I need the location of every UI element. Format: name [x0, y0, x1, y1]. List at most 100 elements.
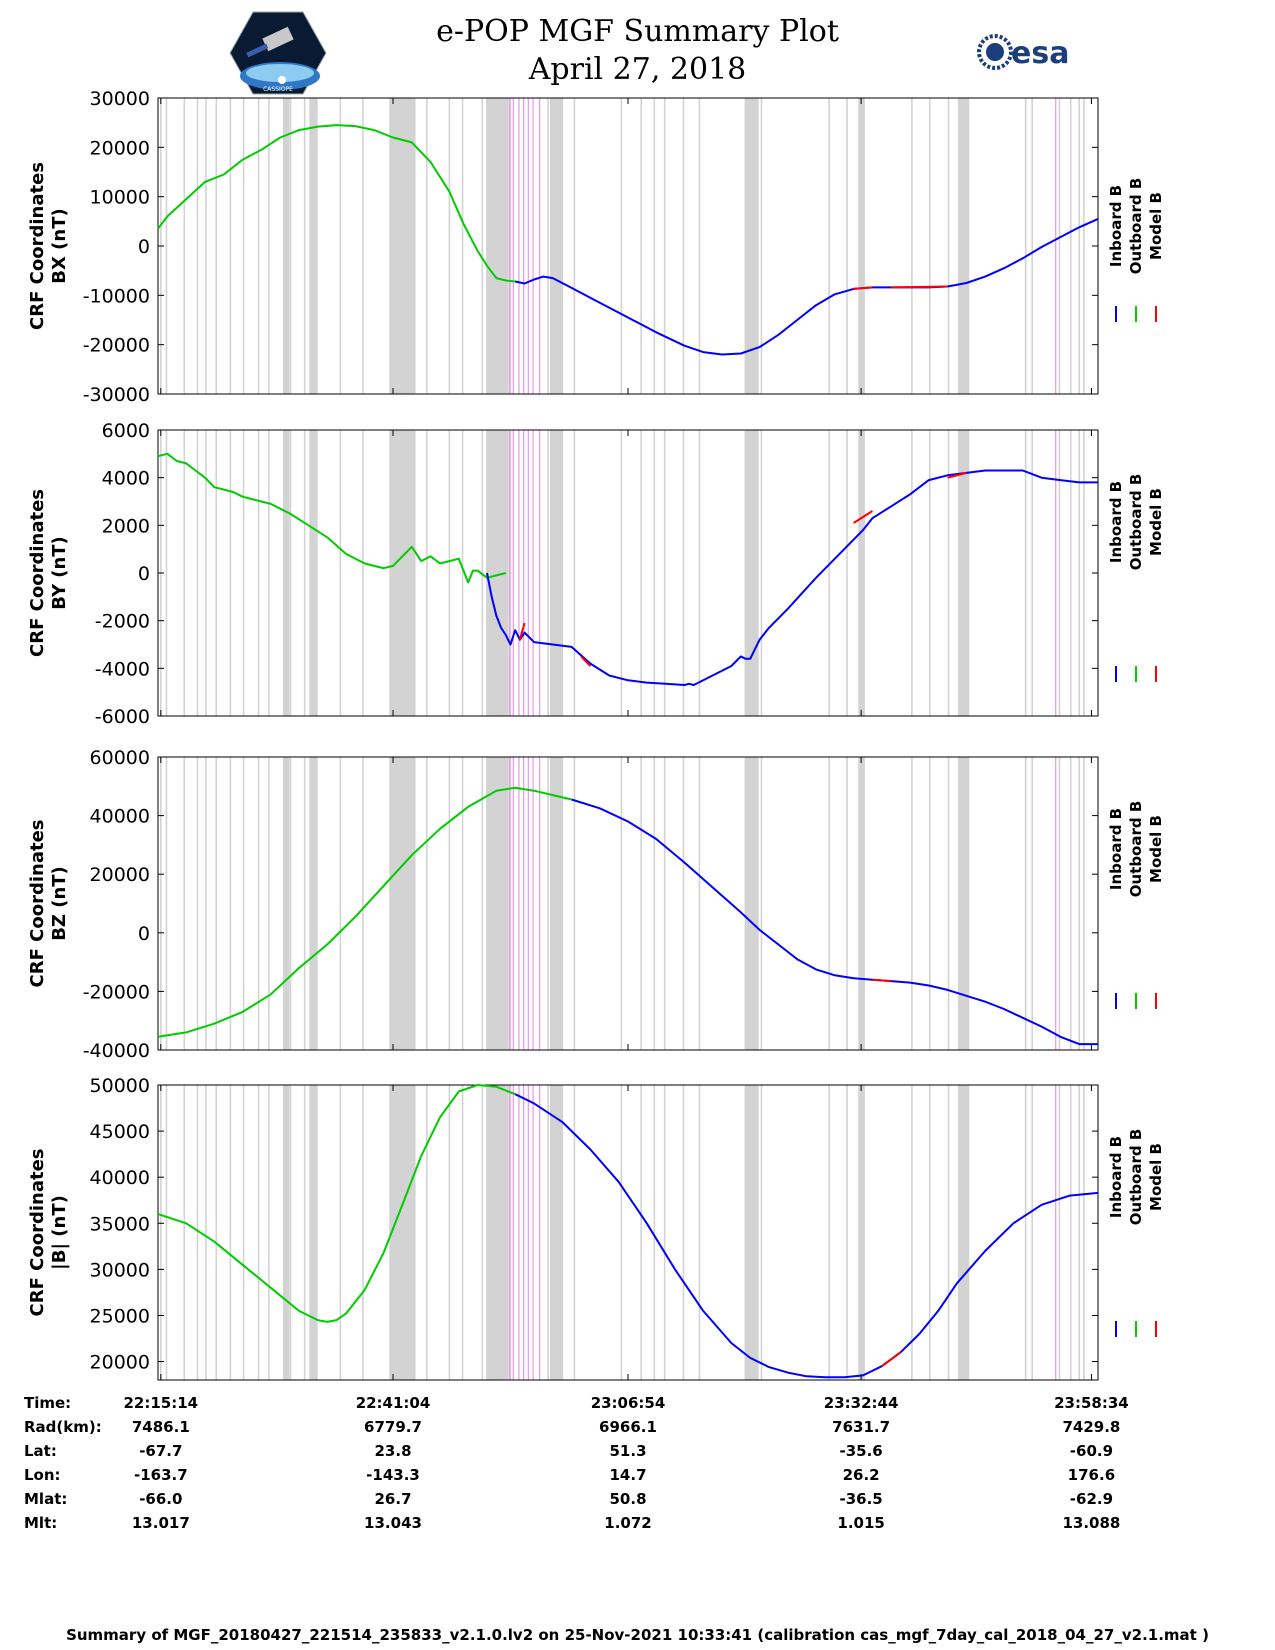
legend-label: Inboard B — [1107, 808, 1125, 890]
series-outboard-b — [157, 452, 507, 584]
series-model-b — [947, 471, 967, 479]
series-model-b — [872, 978, 892, 983]
table-cell-lat: -35.6 — [839, 1442, 883, 1460]
table-cell-mlt: 13.017 — [131, 1514, 190, 1532]
table-row-label: Time: — [24, 1394, 72, 1412]
table-cell-mlt: 13.043 — [364, 1514, 422, 1532]
y-tick-label: -2000 — [95, 611, 150, 633]
y-axis-label: BY (nT) — [49, 536, 70, 610]
y-axis-label: CRF Coordinates — [27, 820, 48, 988]
table-cell-rad: 7486.1 — [131, 1418, 190, 1436]
gap-band — [309, 98, 317, 394]
table-cell-rad: 7631.7 — [832, 1418, 891, 1436]
y-tick-label: 40000 — [90, 1167, 150, 1189]
y-tick-label: 30000 — [90, 1259, 150, 1281]
table-cell-lat: -60.9 — [1069, 1442, 1114, 1460]
series-model-b — [891, 285, 948, 289]
plot-frame — [157, 97, 1099, 395]
chart-date: April 27, 2018 — [528, 52, 747, 87]
table-row-label: Lat: — [24, 1442, 57, 1460]
gap-band — [957, 430, 970, 716]
gap-band — [957, 98, 970, 394]
gap-band — [858, 1085, 865, 1380]
gap-band — [486, 1085, 509, 1380]
table-cell-time: 23:58:34 — [1054, 1394, 1129, 1412]
series-inboard-b — [514, 1093, 1099, 1379]
table-cell-mlt: 1.072 — [604, 1514, 652, 1532]
y-axis-label: BZ (nT) — [49, 866, 70, 941]
panel-4: 50000 45000 40000 35000 30000 25000 20000 CRF C… — [27, 1075, 1165, 1381]
y-tick-label: 4000 — [102, 468, 150, 490]
table-cell-lon: -143.3 — [366, 1466, 420, 1484]
gap-band — [549, 1085, 564, 1380]
y-tick-label: 10000 — [90, 187, 150, 209]
legend-label: Outboard B — [1127, 1129, 1145, 1226]
y-tick-label: 0 — [138, 236, 150, 258]
gap-band — [309, 430, 317, 716]
gap-band — [549, 98, 564, 394]
table-cell-rad: 6966.1 — [599, 1418, 657, 1436]
gap-band — [858, 757, 865, 1050]
cassiope-logo: CASSIOPE — [229, 11, 327, 95]
gap-band — [957, 757, 970, 1050]
y-axis-label: |B| (nT) — [49, 1195, 70, 1270]
series-model-b — [881, 1351, 902, 1368]
table-row-label: Rad(km): — [24, 1418, 102, 1436]
series-inboard-b — [514, 217, 1099, 356]
y-tick-label: 20000 — [90, 864, 150, 886]
y-axis-label: CRF Coordinates — [27, 1149, 48, 1317]
gap-band — [744, 98, 759, 394]
y-tick-label: 50000 — [90, 1075, 150, 1097]
chart-title: e-POP MGF Summary Plot — [436, 14, 839, 49]
y-tick-label: -20000 — [83, 335, 150, 357]
gap-band — [744, 430, 759, 716]
table-cell-time: 22:41:04 — [355, 1394, 431, 1412]
gap-band — [389, 98, 416, 394]
y-axis-label: CRF Coordinates — [27, 489, 48, 657]
legend-label: Model B — [1147, 488, 1165, 556]
table-cell-mlat: 50.8 — [609, 1490, 647, 1508]
gap-band — [486, 757, 509, 1050]
table-cell-mlat: 26.7 — [374, 1490, 412, 1508]
series-inboard-b — [486, 469, 1098, 686]
legend-label: Inboard B — [1107, 1136, 1125, 1218]
gap-band — [486, 98, 509, 394]
y-tick-label: 60000 — [90, 747, 150, 769]
esa-logo: esa — [977, 34, 1069, 71]
table-row-label: Lon: — [24, 1466, 61, 1484]
table-cell-mlat: -66.0 — [139, 1490, 183, 1508]
y-tick-label: 20000 — [90, 1352, 150, 1374]
table-cell-lon: 26.2 — [842, 1466, 880, 1484]
series-model-b — [853, 510, 873, 524]
y-tick-label: 45000 — [90, 1121, 150, 1143]
gap-band — [744, 757, 759, 1050]
gap-band — [486, 430, 509, 716]
y-tick-label: -20000 — [83, 981, 150, 1003]
y-tick-label: -4000 — [95, 658, 150, 680]
y-tick-label: 2000 — [102, 515, 150, 537]
gap-band — [549, 430, 564, 716]
gap-band — [549, 757, 564, 1050]
table-cell-lat: -67.7 — [139, 1442, 183, 1460]
gap-band — [389, 430, 416, 716]
gap-band — [283, 430, 290, 716]
table-cell-time: 23:06:54 — [590, 1394, 666, 1412]
legend-label: Inboard B — [1107, 481, 1125, 563]
gap-band — [283, 98, 290, 394]
gap-band — [858, 430, 865, 716]
panel-3: 60000 40000 20000 0 -20000 -40000 CRF Coordina… — [27, 747, 1165, 1062]
y-tick-label: -6000 — [95, 706, 150, 728]
y-tick-label: -40000 — [83, 1040, 150, 1062]
plot-frame — [157, 1084, 1099, 1381]
legend-label: Model B — [1147, 1143, 1165, 1211]
plot-frame — [157, 756, 1099, 1051]
table-cell-rad: 7429.8 — [1062, 1418, 1121, 1436]
gap-band — [309, 1085, 317, 1380]
legend-label: Outboard B — [1127, 178, 1145, 275]
legend-label: Inboard B — [1107, 185, 1125, 267]
gap-band — [858, 98, 865, 394]
logo-right-text: esa — [1011, 36, 1069, 71]
legend-label: Outboard B — [1127, 474, 1145, 571]
y-tick-label: 30000 — [90, 88, 150, 110]
